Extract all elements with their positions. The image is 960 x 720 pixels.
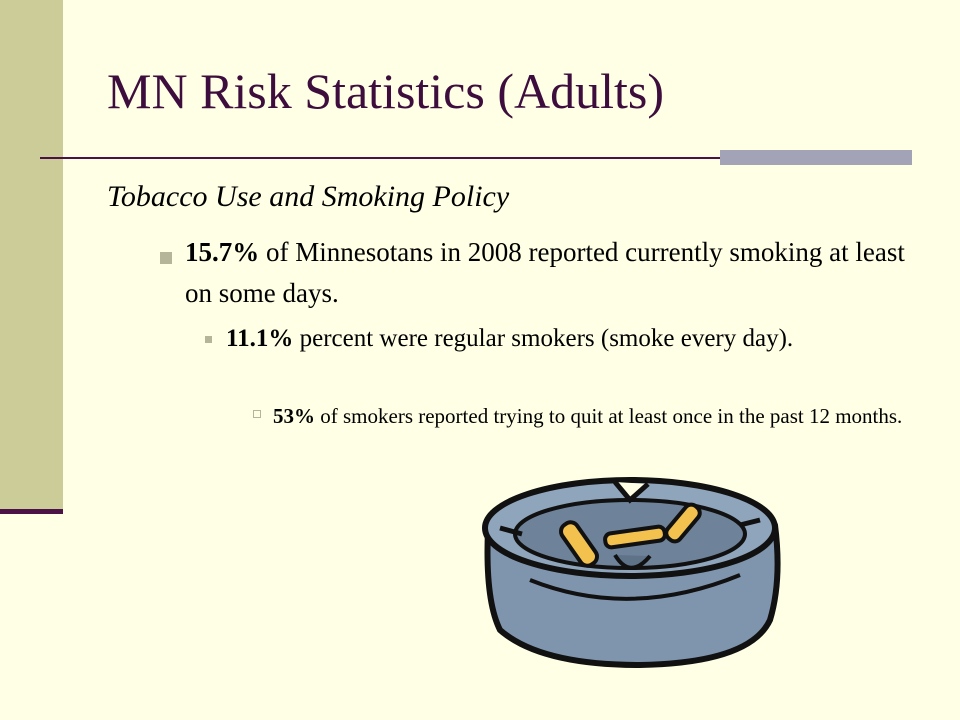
bullet-text: of Minnesotans in 2008 reported currentl… bbox=[185, 237, 905, 308]
ashtray-illustration bbox=[482, 477, 781, 668]
bullet-marker bbox=[160, 252, 172, 264]
bullet-bold: 11.1% bbox=[226, 325, 294, 352]
title: MN Risk Statistics (Adults) bbox=[107, 63, 664, 119]
bullet-marker bbox=[253, 410, 261, 418]
bullet-marker bbox=[205, 336, 212, 343]
bullet-bold: 15.7% bbox=[185, 237, 260, 267]
bullet-text: of smokers reported trying to quit at le… bbox=[320, 404, 903, 428]
bullet: 15.7% of Minnesotans in 2008 reported cu… bbox=[185, 232, 905, 314]
rule-bar bbox=[720, 150, 912, 165]
bullet-text: percent were regular smokers (smoke ever… bbox=[299, 325, 794, 352]
sidebar bbox=[0, 0, 63, 510]
bullet: 11.1% percent were regular smokers (smok… bbox=[226, 320, 886, 358]
bullet-bold: 53% bbox=[273, 404, 315, 428]
sidebar-line bbox=[0, 509, 63, 514]
subtitle: Tobacco Use and Smoking Policy bbox=[107, 180, 510, 213]
bullet: 53% of smokers reported trying to quit a… bbox=[273, 398, 933, 434]
rule bbox=[40, 157, 912, 159]
